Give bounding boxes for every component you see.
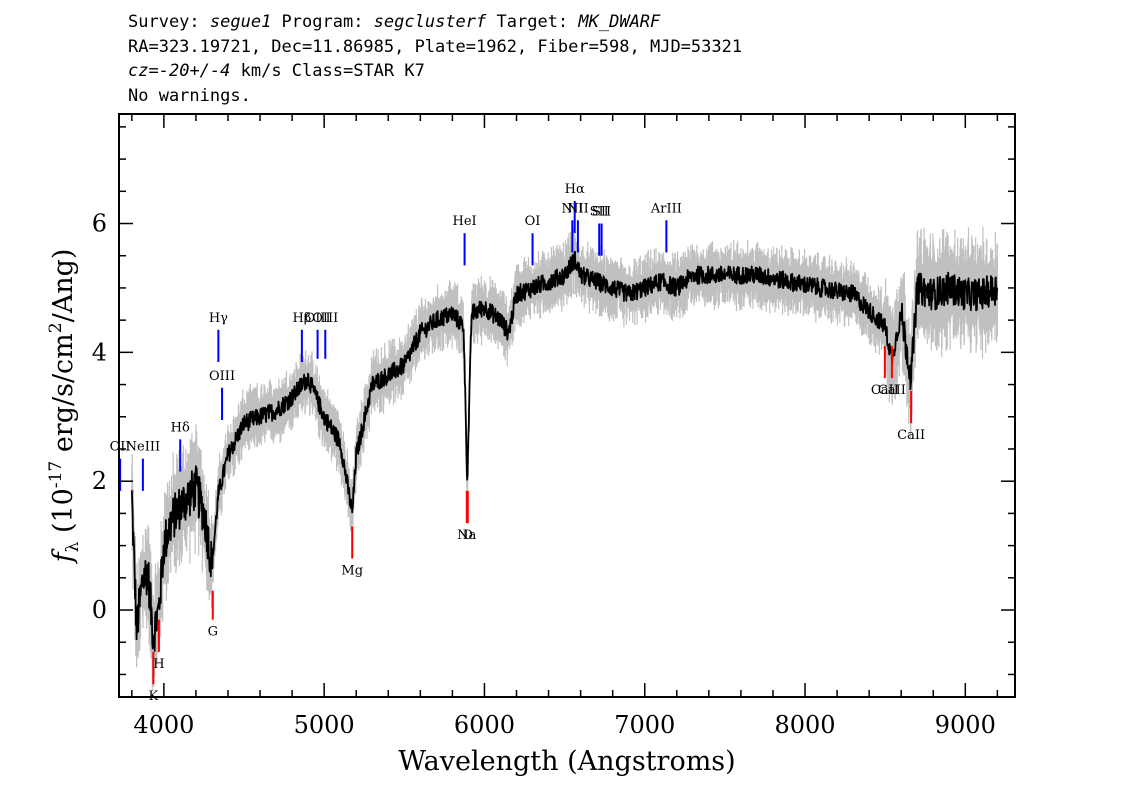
absorption-line-label: CaII (871, 383, 899, 398)
emission-line-label: NeIII (126, 440, 160, 455)
emission-line-label: OIII (305, 311, 331, 326)
absorption-line-label: D (463, 528, 473, 543)
y-axis-title-end: /Ang) (48, 249, 79, 323)
emission-line-label: NII (567, 201, 589, 216)
x-tick-label: 9000 (935, 711, 996, 739)
absorption-line-label: Na (457, 528, 476, 543)
header-line-warnings: No warnings. (128, 86, 251, 106)
emission-line-label: OIII (209, 369, 235, 384)
series-layer (130, 226, 999, 690)
ticks-layer: 4000 5000 6000 7000 8000 9000 0 2 4 6 (92, 114, 1015, 739)
y-tick-label: 2 (92, 467, 107, 495)
y-tick-label: 0 (92, 596, 107, 624)
emission-line-label: OII (110, 440, 131, 455)
y-axis-title-lambda: λ (63, 541, 83, 552)
y-axis-title-open: (10 (48, 488, 79, 541)
absorption-line-label: Mg (341, 563, 363, 578)
survey-value: segue1 (209, 12, 272, 32)
emission-line-label: Hγ (209, 311, 228, 326)
y-axis-title-f: f (48, 548, 79, 564)
cz-label: cz (128, 61, 149, 81)
x-tick-label: 4000 (133, 711, 194, 739)
target-value: MK_DWARF (578, 12, 661, 32)
plot-frame (118, 113, 1016, 698)
x-tick-label: 8000 (774, 711, 835, 739)
y-tick-label: 6 (92, 210, 107, 238)
survey-label: Survey: (128, 12, 210, 32)
y-axis-title-exponent: -17 (46, 461, 66, 488)
absorption-line-label: CaII (897, 428, 925, 443)
header-line-redshift: cz=-20+/-4 km/s Class=STAR K7 (128, 59, 425, 83)
program-label: Program: (271, 12, 374, 32)
y-tick-label: 4 (92, 338, 107, 366)
emission-line-label: SII (592, 205, 611, 220)
x-axis-title: Wavelength (Angstroms) (398, 746, 735, 777)
absorption-line-label: H (153, 657, 164, 672)
absorption-line-label: G (208, 625, 218, 640)
emission-line-label: Hα (565, 182, 585, 197)
error-series (131, 226, 998, 690)
class-text: km/s Class=STAR K7 (230, 61, 425, 81)
cz-value: -20+/-4 (158, 61, 231, 81)
y-axis-title: fλ (10-17 erg/s/cm2/Ang) (46, 249, 83, 565)
emission-line-label: OI (525, 214, 541, 229)
emission-line-label: ArIII (650, 201, 682, 216)
y-axis-title-squared: 2 (46, 322, 66, 333)
program-value: segclusterf (373, 12, 487, 32)
emission-line-label: SII (590, 205, 609, 220)
emission-line-label: NII (561, 201, 583, 216)
emission-line-label: Hδ (171, 420, 190, 435)
emission-line-label: Hβ (292, 311, 311, 326)
absorption-line-label: CaII (878, 383, 906, 398)
flux-series (130, 250, 999, 652)
header-line-survey: Survey: segue1 Program: segclusterf Targ… (128, 10, 660, 34)
x-tick-label: 7000 (614, 711, 675, 739)
cz-equals: = (148, 61, 159, 81)
header-line-coordinates: RA=323.19721, Dec=11.86985, Plate=1962, … (128, 37, 743, 57)
emission-line-label: OIII (312, 311, 338, 326)
x-tick-label: 5000 (294, 711, 355, 739)
y-axis-title-units: erg/s/cm (48, 333, 79, 461)
x-tick-label: 6000 (454, 711, 515, 739)
target-label: Target: (486, 12, 579, 32)
emission-line-label: HeI (452, 214, 476, 229)
